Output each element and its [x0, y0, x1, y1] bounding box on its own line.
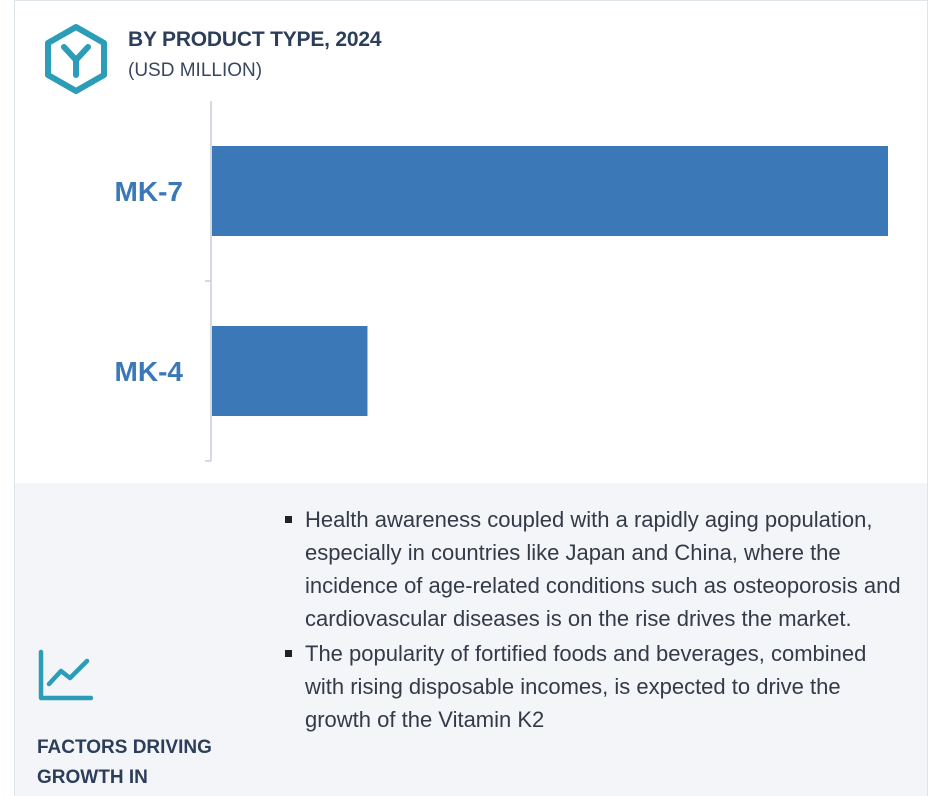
factors-heading: FACTORS DRIVING GROWTH IN	[37, 737, 212, 788]
factor-text: Health awareness coupled with a rapidly …	[305, 507, 901, 631]
factors-panel: FACTORS DRIVING GROWTH IN Health awarene…	[15, 483, 927, 796]
hexagon-y-icon	[45, 24, 107, 94]
bar-mk-4	[212, 326, 368, 416]
chart-title: BY PRODUCT TYPE, 2024	[128, 28, 382, 51]
bullet-icon	[285, 650, 292, 657]
bullet-icon	[285, 516, 292, 523]
bar-chart: MK-7 MK-4	[115, 101, 888, 462]
bar-mk-7	[212, 146, 888, 236]
chart-subtitle: (USD MILLION)	[128, 60, 263, 81]
factor-list: Health awareness coupled with a rapidly …	[283, 503, 903, 738]
list-item: Health awareness coupled with a rapidly …	[283, 503, 903, 635]
category-label: MK-4	[115, 356, 184, 387]
line-chart-icon	[38, 649, 93, 701]
factor-text: The popularity of fortified foods and be…	[305, 641, 867, 732]
list-item: The popularity of fortified foods and be…	[283, 637, 903, 736]
category-label: MK-7	[115, 176, 183, 207]
product-type-card: BY PRODUCT TYPE, 2024 (USD MILLION) MK-7…	[14, 0, 928, 796]
